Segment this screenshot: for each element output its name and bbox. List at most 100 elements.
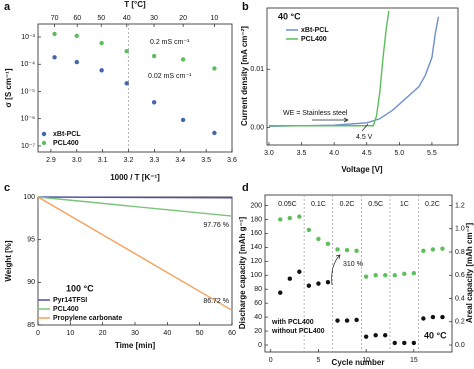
data-point: [402, 340, 407, 346]
data-point: [354, 248, 359, 254]
y-tick-label: 10⁻⁶: [21, 116, 35, 123]
annotation: 4.5 V: [356, 134, 373, 141]
data-point: [392, 273, 397, 278]
arrow: [312, 117, 349, 123]
legend-label: PCL400: [53, 306, 79, 313]
x-tick-label: 3.0: [72, 157, 82, 164]
y-tick-label: 80: [254, 286, 262, 293]
data-point: [411, 340, 417, 346]
series-line: [37, 196, 233, 199]
series-line: [268, 16, 440, 128]
x-tick-label: 40: [163, 330, 171, 337]
y-tick-label: 40: [254, 314, 262, 321]
y-tick-label: 20: [254, 328, 262, 335]
x-tick-label: 10: [66, 330, 74, 337]
data-point: [306, 227, 312, 233]
x-tick-label: 0: [269, 357, 273, 364]
plot-frame: [37, 23, 233, 153]
x-tick-label: 5.5: [427, 150, 437, 157]
x-axis-label: Cycle number: [332, 358, 385, 367]
data-point: [151, 100, 157, 105]
y-tick-label: 100: [23, 194, 35, 201]
x-tick-label: 15: [410, 357, 418, 364]
data-point: [287, 276, 293, 281]
x-tick-label: 50: [196, 330, 204, 337]
annotation: WE = Stainless steel: [283, 110, 348, 117]
legend-label: PCL400: [53, 140, 79, 147]
data-point: [287, 215, 293, 221]
x-axis-label: Voltage [V]: [341, 165, 383, 174]
data-point: [325, 280, 331, 285]
y-tick-label: 10⁻⁴: [21, 61, 36, 68]
y-tick-label: 10⁻⁷: [21, 143, 35, 150]
y-tick-label: 0.01: [250, 66, 264, 73]
value-label: 97.76 %: [203, 222, 229, 229]
x-tick-label: 3.5: [201, 157, 211, 164]
x-tick-label: 3.6: [227, 157, 237, 164]
y2-tick-label: 0.6: [455, 272, 465, 279]
y-tick-label: 85: [27, 322, 35, 329]
data-point: [430, 314, 436, 320]
y-tick-label: 160: [250, 230, 262, 237]
legend-label: xBt-PCL: [301, 27, 329, 34]
data-point: [440, 246, 445, 251]
legend-label: PCL400: [301, 36, 327, 43]
legend-marker: [41, 131, 47, 137]
x-axis-label: 1000 / T [K⁻¹]: [110, 173, 160, 182]
data-point: [344, 318, 350, 323]
arrow: [361, 123, 369, 132]
y-tick-label: 95: [27, 237, 35, 244]
annotation: 40 °C: [424, 330, 447, 340]
x2-tick-label: 30: [150, 15, 158, 22]
data-point: [325, 241, 331, 247]
data-point: [316, 236, 321, 242]
legend-label: xBt-PCL: [53, 131, 81, 138]
y-tick-label: 100: [250, 272, 262, 279]
y2-axis-label: Areal capacity [mAh cm⁻²]: [465, 223, 474, 324]
rate-label: 0.1C: [311, 201, 326, 208]
y-axis-label: Weight [%]: [4, 240, 13, 282]
y-tick-label: 140: [250, 244, 262, 251]
x-tick-label: 3.5: [297, 150, 307, 157]
rate-label: 0.5C: [368, 201, 383, 208]
panel-label: b: [242, 1, 249, 13]
y-tick-label: 90: [27, 279, 35, 286]
y2-tick-label: 0.8: [455, 249, 465, 256]
annotation: 310 %: [343, 261, 363, 268]
y2-tick-label: 1.0: [455, 226, 465, 233]
rate-label: 0.05C: [278, 201, 297, 208]
panel-label: d: [242, 182, 249, 194]
x-tick-label: 3.3: [150, 157, 160, 164]
data-point: [373, 273, 378, 278]
panel: a 2.9 3.0 3.1 3.2 3.3 3.4 3.5 3.6 10⁻³ 10⁻⁴ 10⁻⁵ 10⁻…: [4, 0, 237, 182]
x2-tick-label: 20: [179, 15, 187, 22]
legend-marker: [41, 140, 47, 146]
data-point: [74, 59, 80, 65]
data-point: [440, 314, 445, 320]
data-point: [151, 53, 157, 59]
rate-label: 1C: [400, 201, 409, 208]
x-tick-label: 4.0: [329, 150, 339, 157]
data-point: [354, 317, 359, 323]
y-tick-label: 180: [250, 216, 262, 223]
x2-tick-label: 70: [51, 15, 59, 22]
x-axis-label: Time [min]: [115, 341, 156, 350]
x-tick-label: 4.5: [362, 150, 372, 157]
y2-tick-label: 0.2: [455, 319, 465, 326]
y-tick-label: 10⁻³: [21, 34, 35, 41]
x-tick-label: 0: [36, 330, 40, 337]
data-point: [421, 316, 426, 321]
data-point: [99, 68, 104, 73]
data-point: [180, 117, 186, 123]
data-point: [335, 247, 340, 252]
data-point: [297, 269, 302, 274]
y2-tick-label: 0.0: [455, 342, 465, 349]
legend-label: with PCL400: [271, 319, 314, 326]
y-tick-label: 0.00: [250, 124, 264, 131]
x-tick-label: 5.0: [394, 150, 404, 157]
annotation: 100 °C: [66, 283, 94, 293]
x2-tick-label: 10: [210, 15, 218, 22]
data-point: [421, 248, 426, 254]
legend-label: without PCL400: [271, 328, 325, 335]
data-point: [411, 270, 417, 276]
